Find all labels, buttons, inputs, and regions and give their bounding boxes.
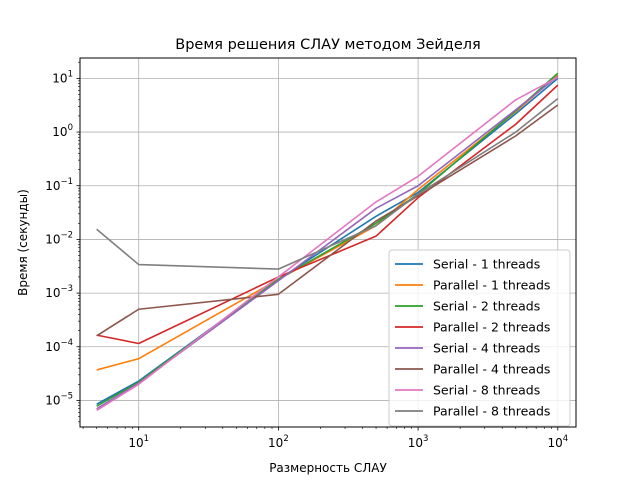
legend-entry-label: Parallel - 1 threads [433,278,550,293]
y-tick-label-exponent: 1 [68,69,73,79]
x-tick-label: 103 [408,434,429,450]
x-tick-label-exponent: 3 [423,434,428,444]
x-tick-label-base: 10 [268,436,283,450]
x-tick-label-base: 10 [128,436,143,450]
y-tick-label-exponent: 0 [68,123,73,133]
y-tick-label-exponent: −2 [60,230,73,240]
y-tick-label-base: 10 [45,393,60,407]
y-tick-label: 10−1 [45,177,73,193]
y-tick-label-base: 10 [45,232,60,246]
y-tick-label: 10−2 [45,230,73,246]
series-line-4 [96,84,559,345]
series-line-6 [96,104,559,337]
legend-entry-label: Serial - 1 threads [433,257,540,272]
x-tick-label: 101 [128,434,149,450]
x-axis-label: Размерность СЛАУ [269,461,387,475]
legend-entry-label: Parallel - 4 threads [433,362,550,377]
x-tick-label: 102 [268,434,289,450]
y-tick-label-base: 10 [52,71,67,85]
series-line-1 [96,77,559,405]
series-line-8 [96,98,559,270]
plot-frame [79,57,577,428]
legend: Serial - 1 threads Parallel - 1 threads Se… [388,249,571,427]
legend-entry-label: Serial - 4 threads [433,341,540,356]
y-tick-label-base: 10 [45,286,60,300]
series-line-7 [96,76,559,412]
y-tick-label: 10−4 [45,338,73,354]
legend-entry-label: Serial - 8 threads [433,383,540,398]
x-axis-ticks: 101 102 103 104 [82,427,568,450]
x-tick-label-exponent: 2 [283,434,288,444]
y-tick-label: 100 [52,123,73,139]
y-axis-label: Время (секунды) [16,189,30,296]
x-tick-label-exponent: 4 [563,434,568,444]
y-tick-label-exponent: −4 [60,338,73,348]
y-tick-label-base: 10 [52,125,67,139]
legend-entry-label: Parallel - 2 threads [433,320,550,335]
x-tick-label-base: 10 [547,436,562,450]
x-tick-label-base: 10 [408,436,423,450]
y-tick-label: 101 [52,69,73,85]
series-lines [96,72,559,412]
y-tick-label-exponent: −3 [60,284,73,294]
chart-title: Время решения СЛАУ методом Зейделя [175,37,480,53]
legend-entry-label: Serial - 2 threads [433,299,540,314]
series-line-5 [96,75,559,410]
y-tick-label: 10−5 [45,391,73,407]
y-tick-label-base: 10 [45,340,60,354]
x-tick-label: 104 [547,434,568,450]
y-tick-label: 10−3 [45,284,73,300]
y-tick-label-exponent: −5 [60,391,73,401]
legend-entry-label: Parallel - 8 threads [433,404,550,419]
legend-box [388,249,571,427]
x-tick-label-exponent: 1 [144,434,149,444]
y-tick-label-exponent: −1 [60,177,73,187]
y-tick-label-base: 10 [45,179,60,193]
